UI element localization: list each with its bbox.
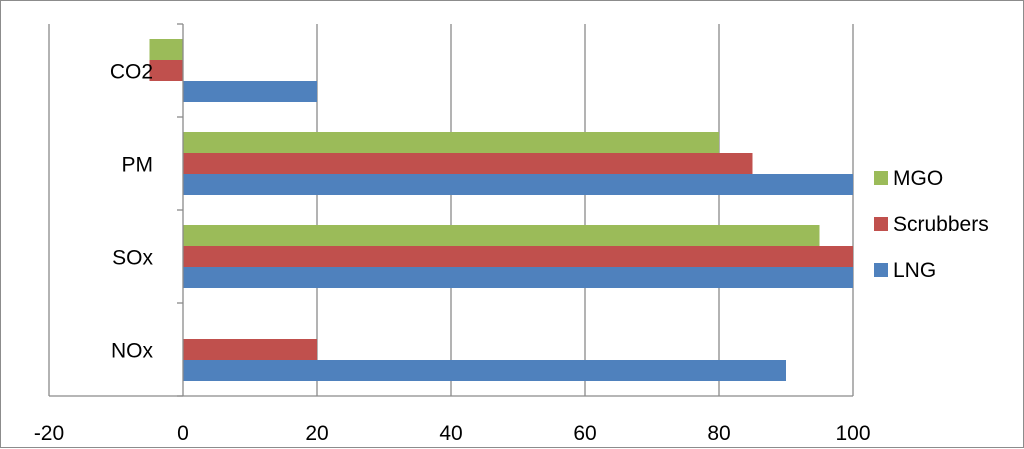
bar-co2-scrubbers [149, 60, 183, 81]
legend-label-scrubbers: Scrubbers [893, 213, 989, 236]
legend-swatch-scrubbers [874, 217, 888, 231]
axes [49, 23, 853, 397]
bar-co2-lng [183, 81, 317, 102]
x-tick-label-1: 0 [177, 422, 189, 445]
bar-nox-scrubbers [183, 339, 317, 360]
category-label-sox: SOx [112, 247, 153, 270]
legend-label-lng: LNG [893, 259, 936, 282]
legend: MGO Scrubbers LNG [874, 167, 989, 282]
legend-label-mgo: MGO [893, 167, 943, 190]
bar-pm-lng [183, 174, 853, 195]
bars [149, 39, 853, 381]
category-label-pm: PM [122, 154, 154, 177]
bar-pm-scrubbers [183, 153, 753, 174]
x-tick-label-2: 20 [305, 422, 328, 445]
x-tick-label-5: 80 [707, 422, 730, 445]
bar-pm-mgo [183, 132, 719, 153]
bar-sox-lng [183, 267, 853, 288]
category-label-co2: CO2 [110, 61, 153, 84]
x-tick-label-6: 100 [835, 422, 870, 445]
x-tick-label-0: -20 [34, 422, 64, 445]
bar-sox-scrubbers [183, 246, 853, 267]
bar-co2-mgo [149, 39, 183, 60]
bar-sox-mgo [183, 225, 820, 246]
category-label-nox: NOx [111, 340, 154, 363]
labels: -20 0 20 40 60 80 100 NOx SOx PM CO2 [34, 61, 871, 446]
bar-nox-lng [183, 360, 786, 381]
x-tick-label-3: 40 [439, 422, 462, 445]
legend-swatch-lng [874, 263, 888, 277]
legend-swatch-mgo [874, 171, 888, 185]
x-tick-label-4: 60 [573, 422, 596, 445]
